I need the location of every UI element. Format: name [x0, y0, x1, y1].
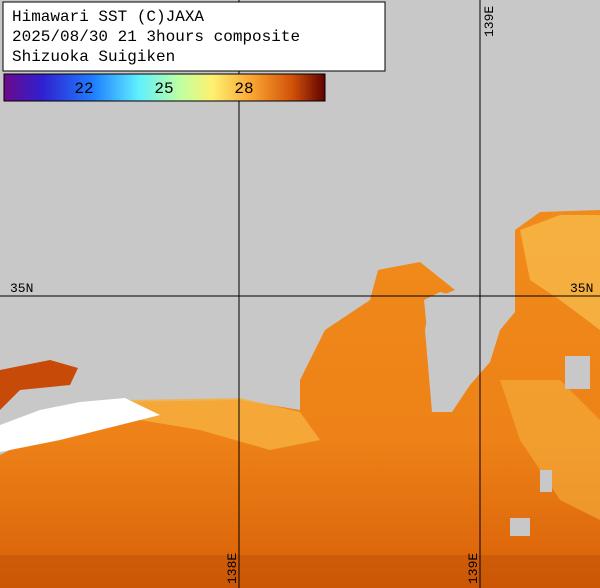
warm-patch [520, 215, 600, 330]
colorbar-label: 22 [74, 80, 93, 98]
warm-patch [500, 380, 600, 520]
lat-label: 35N [570, 281, 593, 296]
cloud [0, 398, 160, 452]
title-line: 2025/08/30 21 3hours composite [12, 28, 300, 46]
title-box [2, 1, 386, 72]
title-line: Shizuoka Suigiken [12, 48, 175, 66]
colorbar-ticks: 22 25 28 [74, 80, 253, 98]
sea [0, 210, 600, 588]
lon-label: 139E [482, 6, 497, 37]
colorbar-label: 28 [234, 80, 253, 98]
colorbar [3, 73, 326, 102]
island [510, 518, 530, 536]
island [565, 356, 590, 389]
colorbar-label: 25 [154, 80, 173, 98]
lat-label: 35N [10, 281, 33, 296]
coastal-sea [0, 360, 78, 410]
lon-label: 139E [466, 553, 481, 584]
deep-sea [0, 555, 600, 588]
island [540, 470, 552, 492]
izu-land [424, 292, 500, 405]
lon-label: 138E [225, 553, 240, 584]
title-line: Himawari SST (C)JAXA [12, 8, 204, 26]
warm-patch [125, 398, 320, 450]
